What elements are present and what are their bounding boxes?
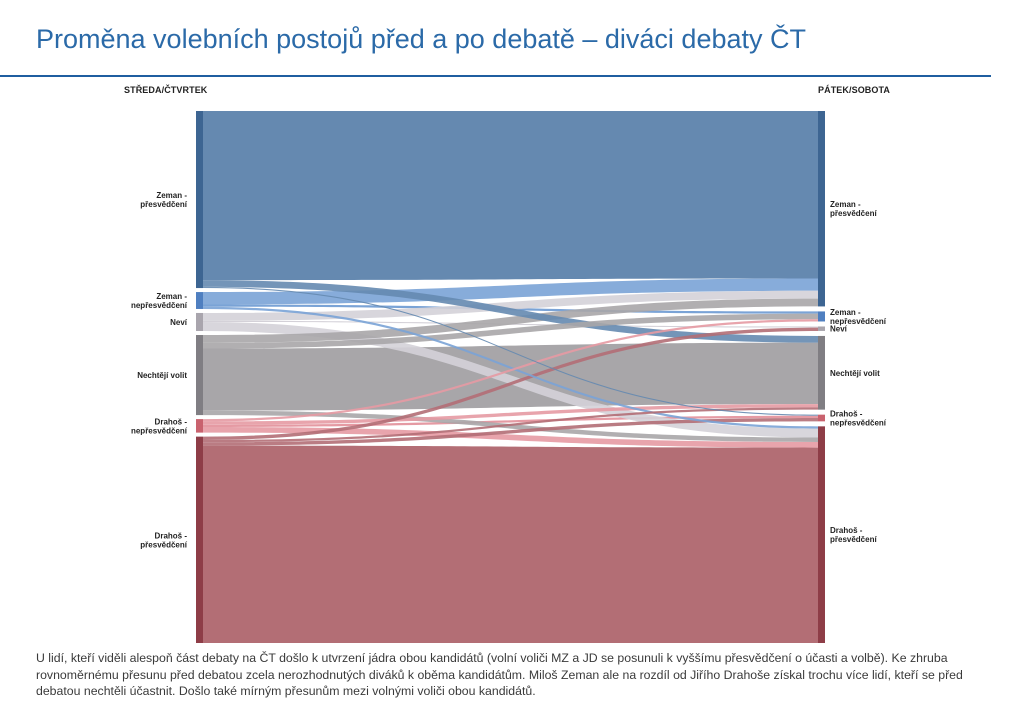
title-divider [0,75,991,77]
flow-nc-to-zp [203,298,818,343]
node-label-right-zp: Zeman -přesvědčení [830,200,877,218]
node-label-line: nepřesvědčení [131,301,188,310]
node-label-line: Zeman - [830,200,861,209]
node-label-line: přesvědčení [830,535,877,544]
node-label-line: Drahoš - [830,526,863,535]
node-label-right-dn: Drahoš -nepřesvědčení [830,410,887,428]
node-label-left-dn: Drahoš -nepřesvědčení [131,417,188,435]
node-bar-left-zn [196,292,203,309]
node-label-line: Zeman - [156,191,187,200]
node-label-left-nv: Neví [170,318,188,327]
node-label-line: Zeman - [156,292,187,301]
flow-dp-to-nc [203,407,818,443]
node-bar-right-dn [818,414,825,422]
node-label-right-nv: Neví [830,325,848,334]
chart-caption: U lidí, kteří viděli alespoň část debaty… [36,651,963,698]
flow-dp-to-dp [203,445,818,643]
flow-dn-to-zn [203,319,818,422]
flow-zp-to-zp [203,111,818,281]
node-bar-left-nc [196,335,203,416]
page-title: Proměna volebních postojů před a po deba… [36,24,806,54]
right-column-header: PÁTEK/SOBOTA [818,85,891,95]
node-label-line: nepřesvědčení [830,317,887,326]
node-label-line: Nechtějí volit [137,371,187,380]
node-label-line: Zeman - [830,308,861,317]
node-label-right-zn: Zeman -nepřesvědčení [830,308,887,326]
node-bar-right-nv [818,326,825,331]
flow-dp-to-dn [203,418,818,446]
node-bar-left-dn [196,419,203,433]
node-label-line: přesvědčení [140,540,187,549]
node-label-left-zn: Zeman -nepřesvědčení [131,292,188,310]
node-label-line: Nechtějí volit [830,369,880,378]
node-label-line: nepřesvědčení [131,426,188,435]
node-label-left-dp: Drahoš -přesvědčení [140,531,187,549]
node-label-line: přesvědčení [140,200,187,209]
node-label-line: nepřesvědčení [830,419,887,428]
flow-zp-to-dn [203,286,818,416]
flow-nc-to-dp [203,410,818,442]
node-label-left-nc: Nechtějí volit [137,371,187,380]
node-label-line: Drahoš - [155,417,188,426]
flow-nv-to-dp [203,321,818,438]
flow-zn-to-zp [203,278,818,305]
flow-nc-to-zn [203,313,818,349]
node-label-line: Drahoš - [155,531,188,540]
node-bar-left-dp [196,436,203,643]
node-bar-right-dp [818,426,825,643]
flow-zn-to-dp [203,306,818,429]
node-bar-right-zn [818,311,825,322]
flow-zp-to-nc [203,280,818,343]
node-bar-right-nc [818,335,825,410]
flow-dn-to-nc [203,404,818,425]
left-column-header: STŘEDA/ČTVRTEK [124,85,208,95]
node-label-left-zp: Zeman -přesvědčení [140,191,187,209]
sankey-nodes [196,111,825,643]
node-label-line: přesvědčení [830,209,877,218]
sankey-labels: Zeman -přesvědčení Zeman -přesvědčeníZema… [131,191,887,549]
sankey-links [203,111,818,643]
flow-dn-to-dp [203,426,818,448]
flow-nv-to-zp [203,290,818,321]
node-label-line: Neví [170,318,188,327]
node-label-right-nc: Nechtějí volit [830,369,880,378]
node-label-line: Neví [830,325,848,334]
flow-dp-to-nv [203,327,818,441]
node-bar-left-nv [196,312,203,332]
node-bar-left-zp [196,111,203,289]
node-bar-right-zp [818,111,825,307]
node-label-right-dp: Drahoš -přesvědčení [830,526,877,544]
node-label-line: Drahoš - [830,410,863,419]
